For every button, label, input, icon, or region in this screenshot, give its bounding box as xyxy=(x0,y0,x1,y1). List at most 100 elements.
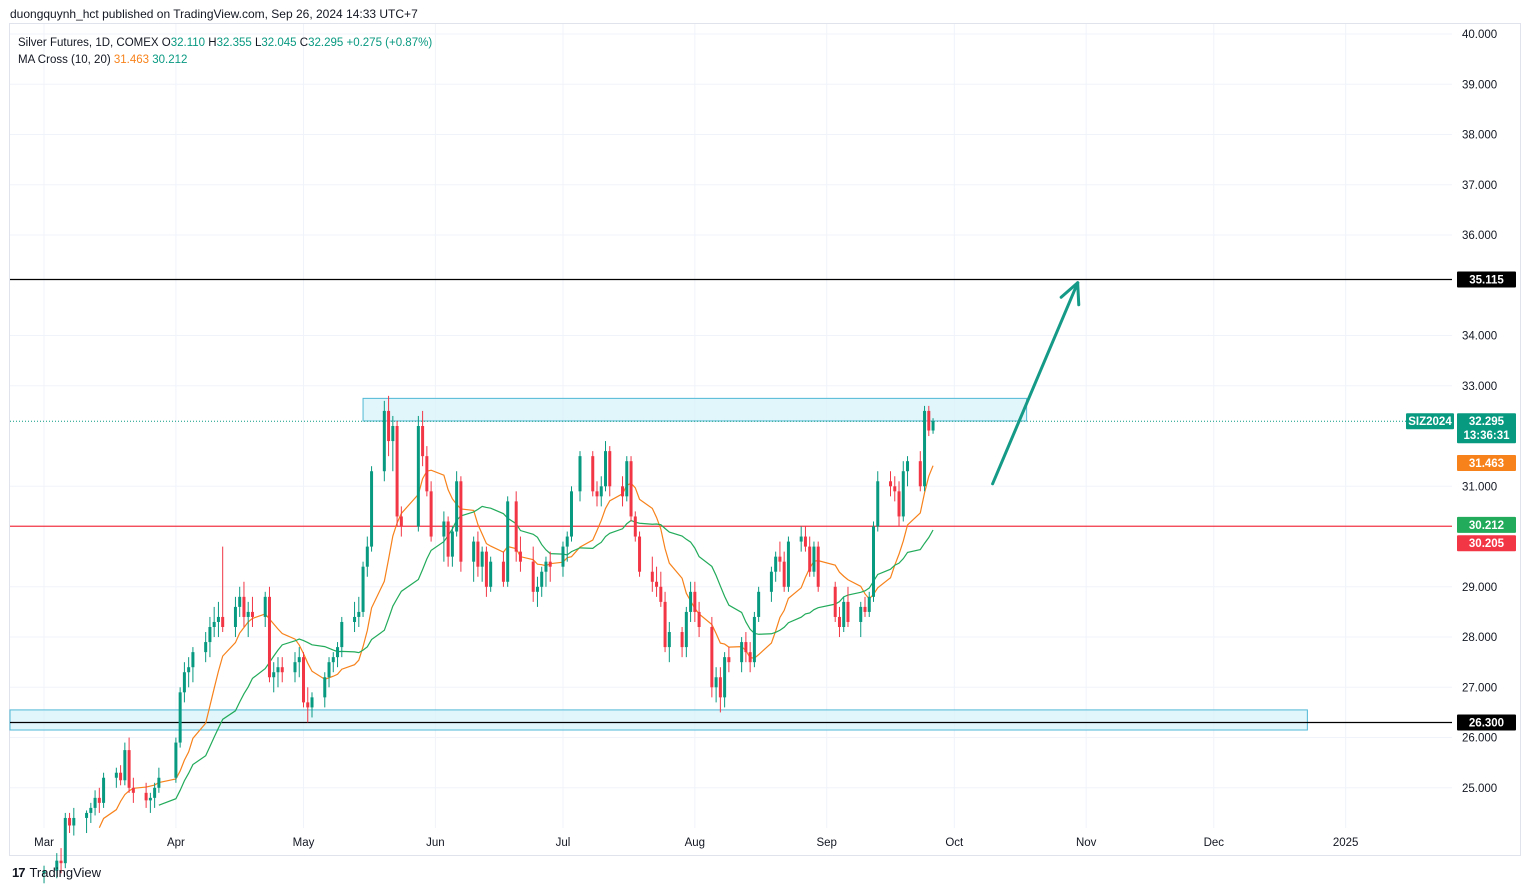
price-tick: 34.000 xyxy=(1462,331,1497,343)
price-label: 32.295 xyxy=(1457,413,1516,430)
time-axis: Mar Apr May Jun Jul Aug Sep Oct Nov Dec 2025 xyxy=(34,837,1358,849)
candle-body xyxy=(216,616,220,622)
candle-body xyxy=(629,461,633,517)
candle-body xyxy=(808,546,812,572)
candle-body xyxy=(310,697,314,708)
zone-rectangle xyxy=(9,709,1308,731)
candle-body xyxy=(540,571,544,587)
legend-close: 32.295 xyxy=(308,37,344,49)
time-tick: 2025 xyxy=(1333,837,1359,849)
candle-body xyxy=(267,596,271,678)
chart-legend: Silver Futures, 1D, COMEX O32.110 H32.35… xyxy=(18,35,432,69)
candle-body xyxy=(633,516,637,537)
candle-body xyxy=(608,451,612,487)
candle-body xyxy=(131,787,135,793)
candle-body xyxy=(157,777,161,788)
trend-arrow xyxy=(991,281,1081,486)
candle-body xyxy=(927,410,931,431)
candle-body xyxy=(689,591,693,612)
candle-body xyxy=(697,611,701,627)
price-tick: 38.000 xyxy=(1462,130,1497,142)
ma-fast-line xyxy=(98,465,934,828)
candle-body xyxy=(242,596,246,617)
candle-body xyxy=(114,772,118,778)
candle-body xyxy=(280,667,284,673)
price-tick: 29.000 xyxy=(1462,582,1497,594)
footer[interactable]: 17 TradingView xyxy=(12,865,101,880)
candle-body xyxy=(365,546,369,567)
price-label-text: 30.205 xyxy=(1469,538,1505,550)
candle-body xyxy=(250,611,254,617)
candle-body xyxy=(119,772,123,781)
candle-body xyxy=(650,571,654,582)
candle-body xyxy=(246,611,250,617)
price-tick: 40.000 xyxy=(1462,29,1497,41)
candle-body xyxy=(723,657,727,698)
legend-close-label: C xyxy=(299,37,309,49)
candle-body xyxy=(837,616,841,627)
candle-body xyxy=(663,601,667,648)
candle-body xyxy=(263,596,267,617)
candle-body xyxy=(565,536,569,547)
candle-body xyxy=(429,491,433,537)
candle-body xyxy=(382,410,386,472)
zones xyxy=(9,397,1308,731)
candle-body xyxy=(757,591,761,617)
candle-body xyxy=(178,692,182,743)
legend-ma-row: MA Cross (10, 20) 31.463 30.212 xyxy=(18,52,432,69)
candle-body xyxy=(93,797,97,808)
candle-body xyxy=(518,551,522,562)
candle-body xyxy=(786,541,790,587)
price-labels: SIZ2024 32.295 13:36:31 31.463 30.212 30.205 3… xyxy=(1406,271,1516,731)
price-label-bg xyxy=(1457,427,1516,444)
candle-body xyxy=(450,531,454,557)
candle-body xyxy=(370,471,374,547)
time-tick: Mar xyxy=(34,837,54,849)
tradingview-logo-icon: 17 xyxy=(12,865,26,880)
time-tick: Apr xyxy=(167,837,185,849)
time-tick: May xyxy=(293,837,315,849)
price-label-text: 13:36:31 xyxy=(1463,430,1510,442)
candle-body xyxy=(416,426,420,527)
candle-body xyxy=(684,611,688,648)
legend-high-label: H xyxy=(208,37,217,49)
price-label: 35.115 xyxy=(1457,271,1516,288)
candle-body xyxy=(323,677,327,698)
chart-frame xyxy=(9,23,1521,856)
candle-body xyxy=(174,742,178,778)
candle-body xyxy=(59,860,63,864)
trend-arrow-head xyxy=(1076,281,1081,307)
candle-body xyxy=(476,541,480,567)
price-label: 31.463 xyxy=(1457,455,1516,472)
time-tick: Oct xyxy=(945,837,964,849)
price-label-bg xyxy=(1457,535,1516,552)
candle-body xyxy=(680,632,684,648)
candle-body xyxy=(812,546,816,572)
candle-body xyxy=(901,471,905,517)
candle-body xyxy=(599,486,603,497)
candle-body xyxy=(42,870,46,874)
candle-body xyxy=(361,566,365,612)
candle-body xyxy=(859,606,863,622)
candle-body xyxy=(387,410,391,442)
candle-body xyxy=(340,621,344,648)
candle-body xyxy=(718,677,722,698)
candle-body xyxy=(535,586,539,592)
candle-body xyxy=(97,797,101,803)
candle-body xyxy=(846,601,850,622)
trend-arrow-shaft xyxy=(991,281,1080,486)
candle-body xyxy=(123,750,127,781)
candle-body xyxy=(897,491,901,517)
candle-body xyxy=(153,787,157,798)
candle-body xyxy=(353,616,357,622)
candle-body xyxy=(331,657,335,663)
price-label-text: 31.463 xyxy=(1469,458,1504,470)
candle-body xyxy=(548,561,552,567)
legend-ohlc-row: Silver Futures, 1D, COMEX O32.110 H32.35… xyxy=(18,35,432,52)
time-tick: Sep xyxy=(816,837,836,849)
grid xyxy=(10,24,1452,828)
candle-body xyxy=(399,516,403,527)
candle-body xyxy=(621,486,625,497)
candle-body xyxy=(484,551,488,587)
